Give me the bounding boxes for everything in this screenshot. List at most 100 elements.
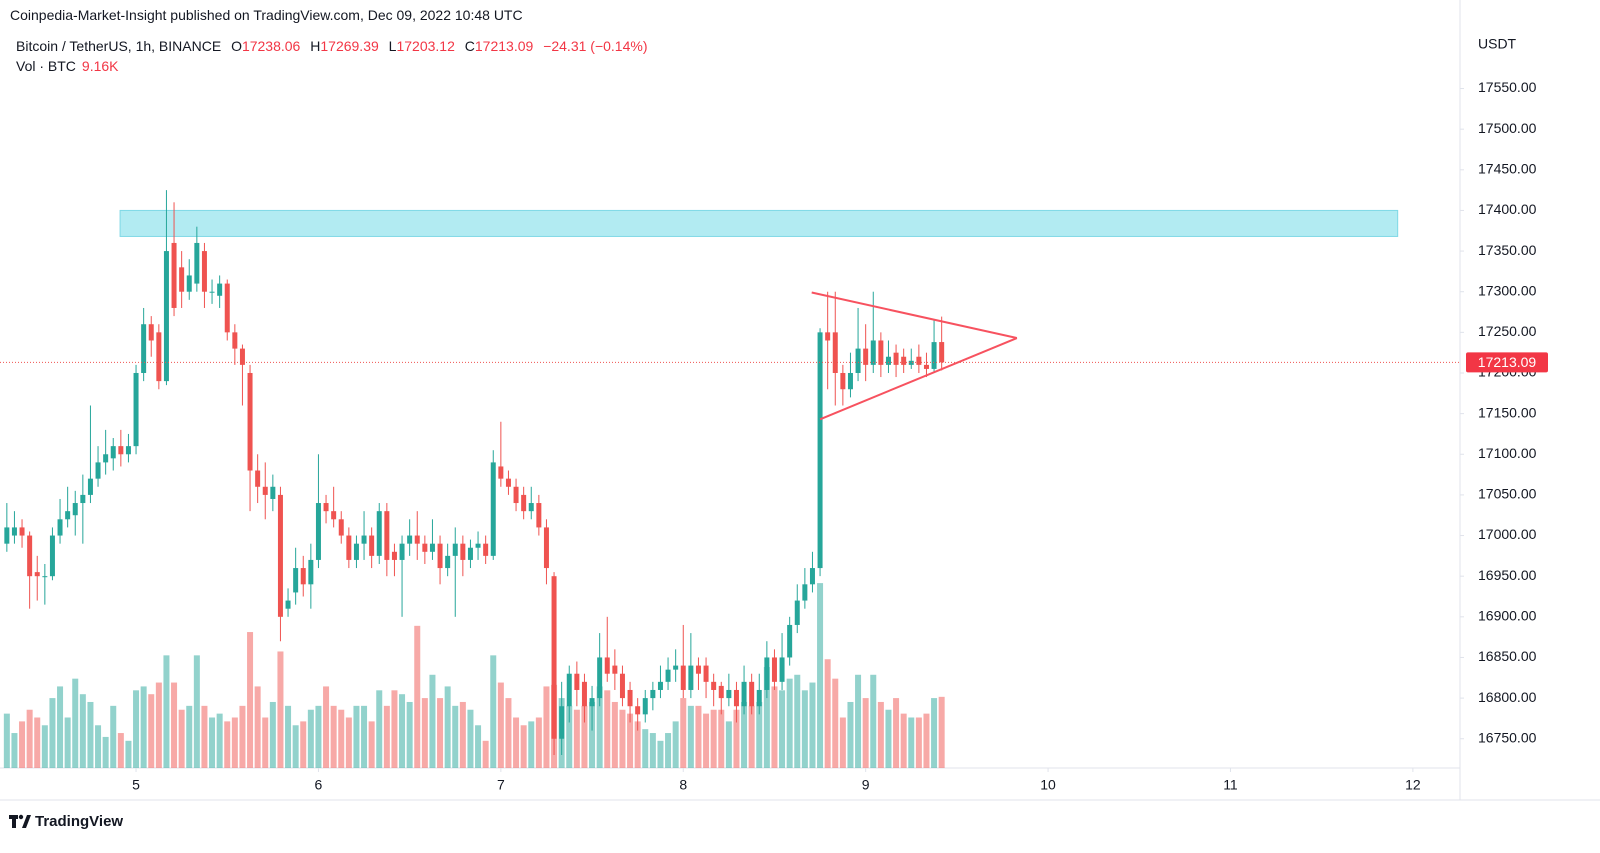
volume-bar bbox=[323, 686, 330, 768]
volume-bar bbox=[391, 690, 398, 768]
y-tick-label: 17100.00 bbox=[1478, 445, 1537, 461]
volume-bar bbox=[421, 698, 428, 768]
candle-body bbox=[817, 332, 823, 569]
y-tick-label: 17250.00 bbox=[1478, 323, 1537, 339]
candle-body bbox=[756, 689, 762, 707]
y-tick-label: 16900.00 bbox=[1478, 608, 1537, 624]
volume-bar bbox=[695, 705, 702, 768]
volume-bar bbox=[589, 701, 596, 768]
volume-bar bbox=[908, 717, 915, 768]
volume-bar bbox=[665, 733, 672, 768]
candle-body bbox=[718, 685, 724, 699]
y-tick-label: 17050.00 bbox=[1478, 486, 1537, 502]
volume-bar bbox=[604, 690, 611, 768]
candle-body bbox=[414, 535, 420, 544]
candle-body bbox=[247, 372, 253, 471]
x-tick-label: 8 bbox=[679, 777, 687, 793]
close-label: C bbox=[464, 38, 475, 54]
currency: USDT bbox=[1478, 36, 1517, 52]
x-tick-label: 10 bbox=[1040, 777, 1056, 793]
y-tick-label: 17450.00 bbox=[1478, 161, 1537, 177]
candle-body bbox=[194, 242, 200, 284]
candle-body bbox=[437, 543, 443, 569]
volume-bar bbox=[277, 651, 284, 768]
candle-body bbox=[642, 698, 648, 715]
candle-body bbox=[650, 689, 656, 699]
x-tick-label: 11 bbox=[1223, 777, 1238, 793]
candle-body bbox=[156, 332, 162, 382]
y-tick-label: 17350.00 bbox=[1478, 242, 1537, 258]
volume-bar bbox=[596, 686, 603, 768]
y-tick-label: 16800.00 bbox=[1478, 689, 1537, 705]
candle-body bbox=[399, 543, 405, 560]
volume-bar bbox=[102, 736, 109, 768]
y-tick-label: 16950.00 bbox=[1478, 567, 1537, 583]
volume-bar bbox=[285, 705, 292, 768]
volume-bar bbox=[877, 701, 884, 768]
volume-bar bbox=[224, 721, 231, 768]
candle-body bbox=[741, 681, 747, 707]
candle-body bbox=[300, 568, 306, 585]
candle-body bbox=[878, 340, 884, 365]
candle-body bbox=[285, 600, 291, 609]
volume-bar bbox=[178, 709, 185, 768]
volume-bar bbox=[216, 713, 223, 768]
candle-body bbox=[566, 673, 572, 707]
candle-body bbox=[863, 348, 869, 365]
candle-body bbox=[665, 669, 671, 682]
volume-bar bbox=[239, 705, 246, 768]
volume-bar bbox=[353, 705, 360, 768]
candle-body bbox=[855, 348, 861, 373]
candle-body bbox=[239, 348, 245, 365]
volume-bar bbox=[231, 717, 238, 768]
candle-body bbox=[293, 568, 299, 593]
volume-bar bbox=[399, 694, 406, 768]
candle-body bbox=[688, 665, 694, 690]
volume-bar bbox=[459, 701, 466, 768]
candle-body bbox=[467, 547, 473, 560]
volume-bar bbox=[330, 705, 337, 768]
volume-bar bbox=[619, 709, 626, 768]
volume-bar bbox=[627, 713, 634, 768]
high-value: 17269.39 bbox=[320, 38, 379, 54]
candle-body bbox=[452, 543, 458, 556]
close-value: 17213.09 bbox=[474, 38, 534, 54]
candle-body bbox=[916, 356, 922, 365]
candle-body bbox=[657, 681, 663, 690]
footer-brand: TradingView bbox=[35, 813, 123, 830]
candle-body bbox=[809, 568, 815, 585]
volume-bar bbox=[262, 717, 269, 768]
volume-bar bbox=[862, 698, 869, 768]
candle-body bbox=[331, 511, 337, 520]
low-label: L bbox=[388, 38, 397, 54]
candle-body bbox=[87, 478, 93, 495]
candle-body bbox=[422, 543, 428, 552]
volume-bar bbox=[710, 709, 717, 768]
candle-body bbox=[133, 372, 139, 447]
candle-body bbox=[923, 364, 929, 369]
volume-bar bbox=[497, 682, 504, 768]
candle-body bbox=[726, 689, 732, 699]
volume-bar bbox=[703, 713, 710, 768]
candle-body bbox=[627, 689, 633, 707]
candle-body bbox=[513, 486, 519, 504]
volume-bar bbox=[786, 678, 793, 768]
volume-legend: Vol · BTC 9.16K bbox=[16, 58, 125, 74]
volume-bar bbox=[870, 674, 877, 768]
candle-body bbox=[832, 332, 838, 373]
volume-bar bbox=[482, 740, 489, 768]
volume-bar bbox=[657, 740, 664, 768]
volume-bar bbox=[361, 705, 368, 768]
volume-bar bbox=[475, 725, 482, 768]
x-tick-label: 7 bbox=[497, 777, 505, 793]
volume-bar bbox=[110, 705, 117, 768]
volume-bar bbox=[338, 709, 345, 768]
volume-bar bbox=[490, 655, 497, 768]
candle-body bbox=[498, 466, 504, 479]
volume-bar bbox=[300, 721, 307, 768]
x-tick-label: 5 bbox=[132, 777, 140, 793]
candle-body bbox=[232, 332, 238, 349]
volume-bar bbox=[201, 705, 208, 768]
